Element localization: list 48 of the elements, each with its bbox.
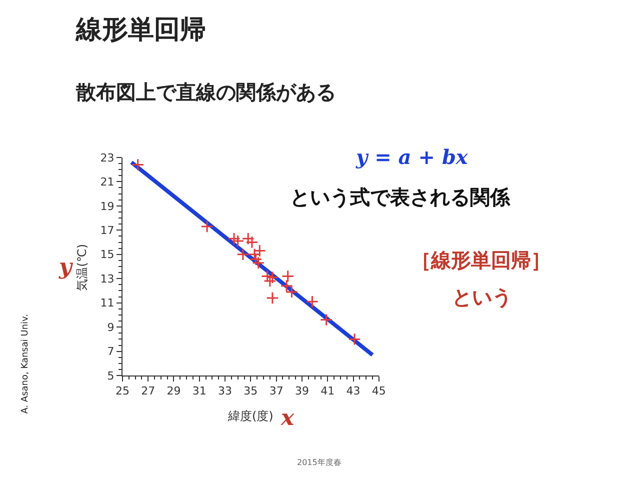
point <box>320 313 333 326</box>
point <box>249 252 262 266</box>
x-tick-label: 41 <box>320 384 335 398</box>
x-tick-label: 39 <box>294 384 309 398</box>
y-axis-title: 気温(℃) <box>74 244 89 291</box>
chart-title: 線形単回帰 <box>75 15 206 45</box>
y-tick-label: 23 <box>100 151 114 164</box>
point <box>253 244 266 258</box>
y-tick-label: 5 <box>107 369 114 382</box>
point <box>266 271 279 284</box>
x-tick-label: 33 <box>218 384 232 398</box>
point <box>246 236 258 249</box>
y-tick-label: 11 <box>100 296 114 310</box>
annotation: y = a + bx <box>355 145 469 169</box>
x-tick-label: 37 <box>269 384 284 398</box>
y-tick-label: 7 <box>107 345 114 358</box>
y-tick-label: 15 <box>100 248 114 262</box>
text: A. Asano, Kansai Univ. <box>20 314 31 414</box>
x-tick-label: 27 <box>141 384 156 398</box>
y-tick-label: 21 <box>100 176 114 189</box>
text: x <box>280 405 295 431</box>
point <box>306 295 319 308</box>
y-tick-label: 13 <box>100 272 114 286</box>
point <box>282 270 294 283</box>
point <box>236 248 250 261</box>
x-tick-label: 29 <box>166 384 181 398</box>
x-tick-label: 45 <box>372 384 386 398</box>
x-tick-label: 31 <box>192 384 206 398</box>
annotation: という式で表される関係 <box>290 185 511 209</box>
text: 2015年度春 <box>297 458 342 467</box>
point <box>348 332 361 346</box>
x-axis-title: 緯度(度) <box>227 409 274 423</box>
point <box>242 232 254 245</box>
text: y <box>58 254 74 280</box>
y-tick-label: 9 <box>107 320 114 334</box>
x-tick-label: 35 <box>244 384 258 398</box>
point <box>228 232 240 245</box>
x-tick-label: 43 <box>346 384 360 398</box>
text: という <box>452 285 512 309</box>
y-tick-label: 17 <box>100 224 114 237</box>
y-tick-label: 19 <box>100 200 114 213</box>
point <box>232 234 244 248</box>
point <box>131 158 144 172</box>
point <box>200 220 214 233</box>
chart-subtitle: 散布図上で直線の関係がある <box>75 80 336 104</box>
x-tick-label: 25 <box>115 384 130 398</box>
point <box>266 292 279 304</box>
text: ［線形単回帰］ <box>411 248 551 272</box>
